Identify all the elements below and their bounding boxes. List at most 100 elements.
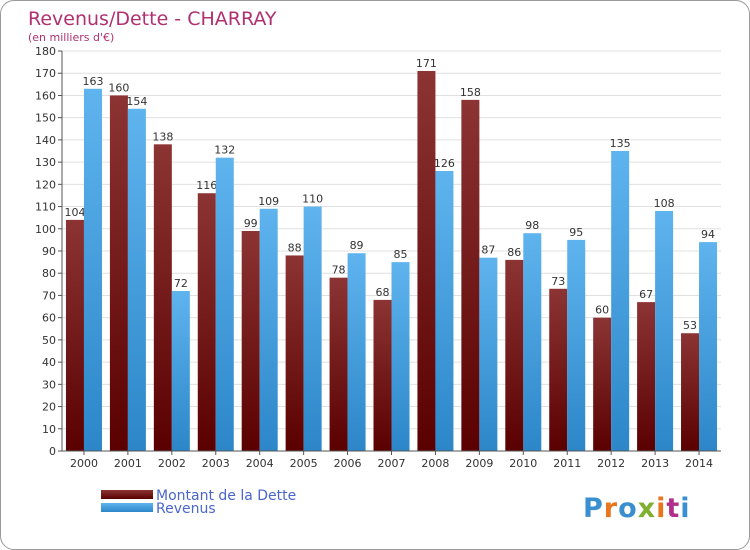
- x-tick-label: 2007: [378, 457, 406, 470]
- x-tick-label: 2002: [158, 457, 186, 470]
- bar-value-label: 110: [302, 193, 323, 206]
- x-tick-label: 2014: [685, 457, 713, 470]
- bar-revenus: [259, 208, 278, 451]
- chart-title: Revenus/Dette - CHARRAY: [28, 8, 277, 30]
- bar-revenus: [699, 242, 718, 451]
- bar-dette: [65, 219, 84, 451]
- bar-value-label: 171: [416, 57, 437, 70]
- x-tick-label: 2012: [597, 457, 625, 470]
- bar-revenus: [303, 206, 322, 451]
- bar-value-label: 98: [525, 219, 539, 232]
- bar-revenus: [655, 211, 674, 451]
- x-tick-label: 2010: [509, 457, 537, 470]
- bar-revenus: [347, 253, 366, 451]
- x-tick-label: 2009: [465, 457, 493, 470]
- y-tick-label: 10: [42, 423, 56, 436]
- bar-dette: [197, 193, 216, 451]
- bar-dette: [329, 277, 348, 451]
- bar-revenus: [391, 262, 410, 451]
- legend-swatch: [101, 503, 153, 512]
- bar-dette: [681, 333, 700, 451]
- bar-revenus: [523, 233, 542, 451]
- legend-label: Montant de la Dette: [156, 488, 296, 504]
- bar-value-label: 126: [434, 157, 455, 170]
- bar-value-label: 86: [507, 246, 521, 259]
- legend-swatch: [101, 490, 153, 499]
- axes: [61, 51, 721, 452]
- y-tick-label: 90: [42, 245, 56, 258]
- bar-value-label: 163: [82, 75, 103, 88]
- bar-value-label: 68: [376, 286, 390, 299]
- x-tick-label: 2005: [290, 457, 318, 470]
- bar-value-label: 89: [350, 239, 364, 252]
- bar-revenus: [83, 88, 102, 452]
- x-tick-label: 2011: [553, 457, 581, 470]
- y-axis-ticks: 0 10 20 30 40 50 60 70 80 90 100 110 120 130 140 150 160…: [35, 45, 62, 458]
- y-tick-label: 160: [35, 89, 56, 102]
- bar-value-label: 95: [569, 226, 583, 239]
- bar-value-label: 160: [108, 81, 129, 94]
- bar-value-label: 99: [244, 217, 258, 230]
- y-tick-label: 140: [35, 134, 56, 147]
- bar-value-label: 132: [214, 144, 235, 157]
- x-tick-label: 2013: [641, 457, 669, 470]
- bar-dette: [285, 255, 304, 451]
- y-tick-label: 120: [35, 178, 56, 191]
- bar-value-label: 72: [174, 277, 188, 290]
- bar-value-label: 158: [460, 86, 481, 99]
- bar-revenus: [127, 108, 146, 452]
- bar-dette: [593, 317, 612, 451]
- bar-value-label: 109: [258, 195, 279, 208]
- bar-revenus: [611, 151, 630, 451]
- bar-revenus: [567, 239, 586, 451]
- y-tick-label: 100: [35, 223, 56, 236]
- bar-revenus: [479, 257, 498, 451]
- y-tick-label: 80: [42, 267, 56, 280]
- bar-value-label: 73: [551, 275, 565, 288]
- bar-value-label: 85: [394, 248, 408, 261]
- bar-dette: [109, 95, 128, 451]
- bar-value-label: 88: [288, 241, 302, 254]
- y-tick-label: 60: [42, 312, 56, 325]
- y-tick-label: 70: [42, 289, 56, 302]
- x-axis-ticks: 2000 2001 2002 2003 2004 2005 2006 2007 2008 2009…: [70, 451, 713, 470]
- bar-dette: [153, 144, 172, 452]
- bar-revenus: [215, 157, 234, 451]
- y-tick-label: 150: [35, 112, 56, 125]
- bar-value-label: 60: [595, 304, 609, 317]
- bar-value-label: 67: [639, 288, 653, 301]
- y-tick-label: 130: [35, 156, 56, 169]
- bar-dette: [417, 71, 436, 451]
- chart-subtitle: (en milliers d'€): [28, 31, 114, 44]
- bar-value-label: 78: [332, 264, 346, 277]
- bar-revenus: [435, 171, 454, 451]
- proxiti-logo: Proxiti: [583, 493, 691, 524]
- bar-value-label: 135: [610, 137, 631, 150]
- bar-value-label: 138: [152, 130, 173, 143]
- bar-value-label: 104: [64, 206, 85, 219]
- x-tick-label: 2004: [246, 457, 274, 470]
- y-tick-label: 170: [35, 67, 56, 80]
- bar-dette: [461, 99, 480, 451]
- y-tick-label: 110: [35, 201, 56, 214]
- bar-revenus: [171, 291, 190, 451]
- bar-value-label: 154: [126, 95, 147, 108]
- bar-dette: [505, 259, 524, 451]
- bar-value-label: 116: [196, 179, 217, 192]
- bar-value-label: 108: [654, 197, 675, 210]
- y-tick-label: 180: [35, 45, 56, 58]
- logo-text: Proxiti: [583, 493, 691, 524]
- y-tick-label: 0: [49, 445, 56, 458]
- x-tick-label: 2003: [202, 457, 230, 470]
- legend-label: Revenus: [156, 501, 216, 517]
- bar-value-label: 94: [701, 228, 715, 241]
- y-tick-label: 20: [42, 401, 56, 414]
- bar-value-label: 87: [481, 244, 495, 257]
- bar-dette: [373, 299, 392, 451]
- x-tick-label: 2000: [70, 457, 98, 470]
- y-tick-label: 50: [42, 334, 56, 347]
